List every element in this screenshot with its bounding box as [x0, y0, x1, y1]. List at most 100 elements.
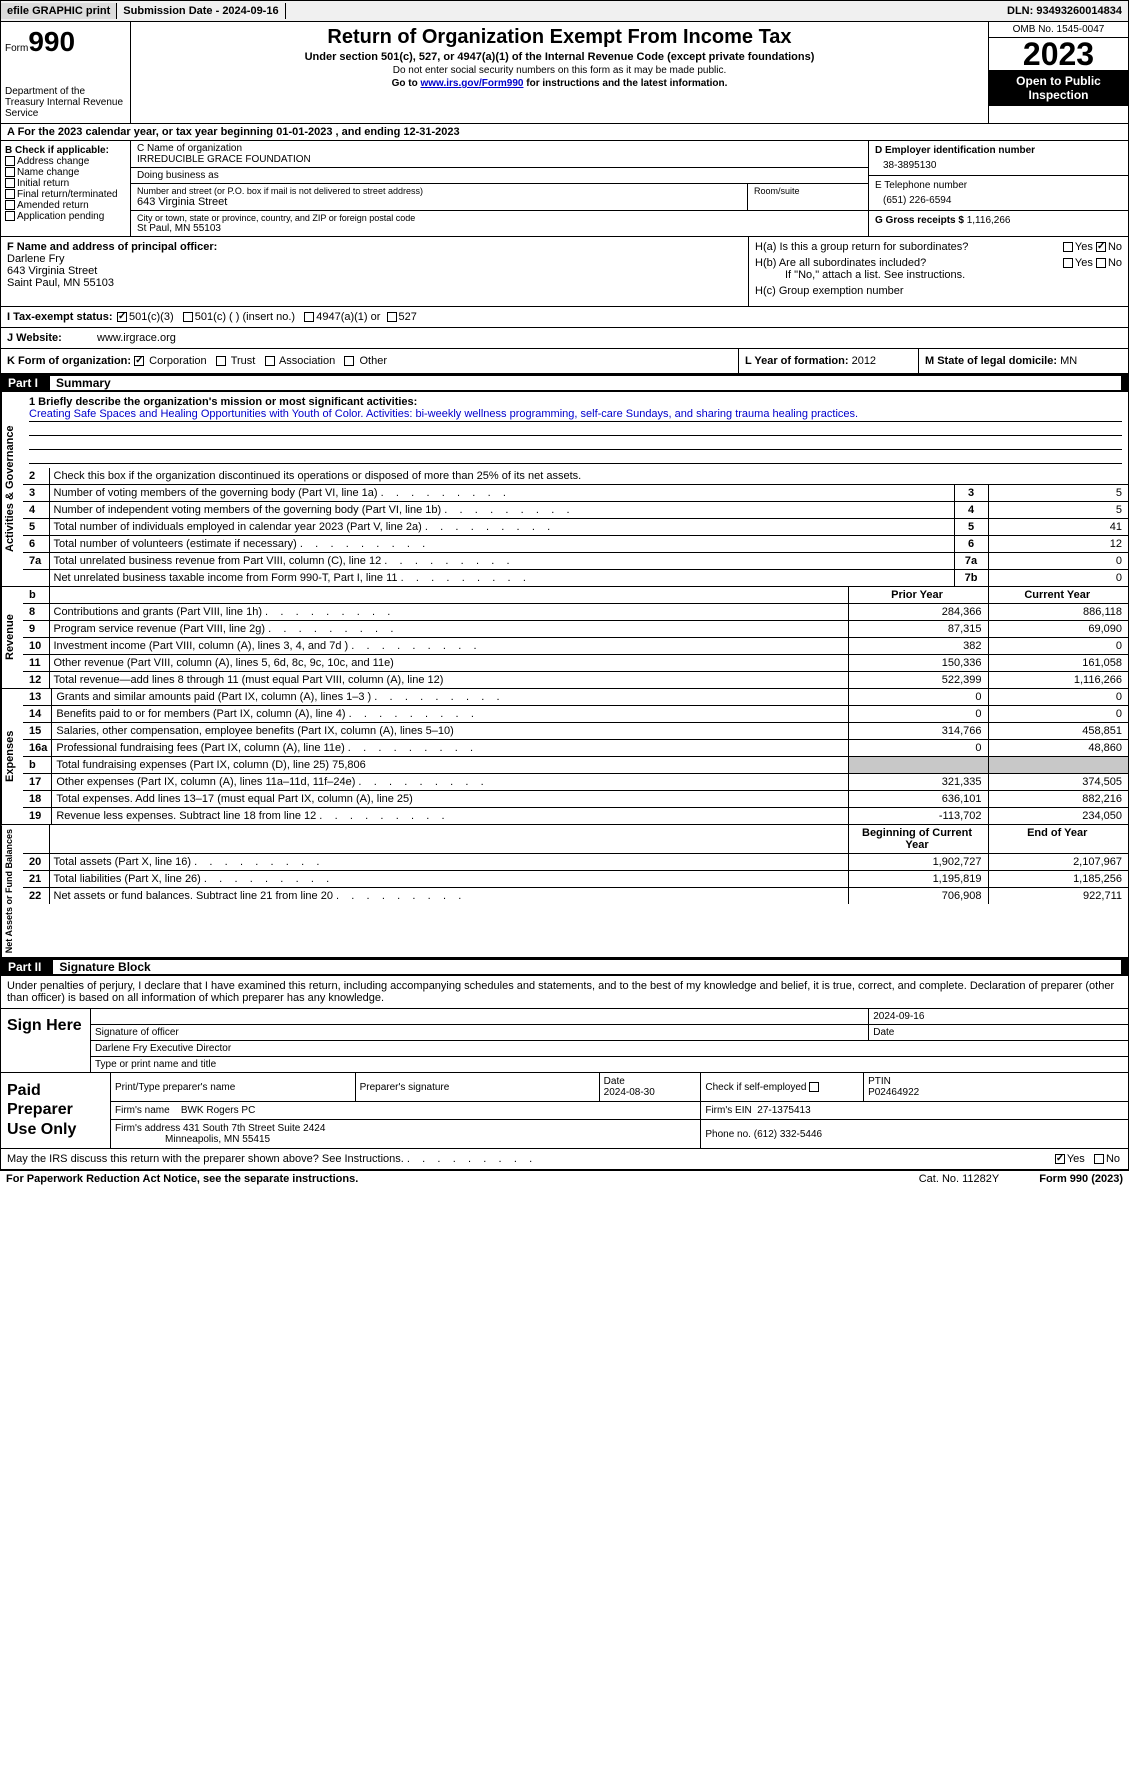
mission-text: Creating Safe Spaces and Healing Opportu…: [29, 408, 1122, 422]
chk-name-change[interactable]: [5, 167, 15, 177]
sig-officer-label: Signature of officer: [91, 1025, 869, 1041]
perjury-statement: Under penalties of perjury, I declare th…: [0, 976, 1129, 1009]
form-title: Return of Organization Exempt From Incom…: [139, 26, 980, 49]
chk-other[interactable]: [344, 356, 354, 366]
ein-label: D Employer identification number: [875, 145, 1122, 156]
dba-label: Doing business as: [137, 170, 862, 181]
gross-value: 1,116,266: [967, 215, 1011, 226]
box-b: B Check if applicable: Address change Na…: [1, 141, 131, 236]
section-expenses: Expenses 13Grants and similar amounts pa…: [1, 689, 1128, 825]
cat-no: Cat. No. 11282Y: [919, 1173, 1000, 1185]
officer-name: Darlene Fry: [7, 253, 742, 265]
top-bar: efile GRAPHIC print Submission Date - 20…: [0, 0, 1129, 22]
org-name-label: C Name of organization: [137, 143, 862, 154]
prep-date: 2024-08-30: [604, 1087, 655, 1098]
box-h: H(a) Is this a group return for subordin…: [748, 237, 1128, 306]
section-net-assets: Net Assets or Fund Balances Beginning of…: [1, 825, 1128, 957]
chk-4947[interactable]: [304, 312, 314, 322]
governance-table: 2Check this box if the organization disc…: [23, 468, 1128, 586]
info-grid: B Check if applicable: Address change Na…: [0, 141, 1129, 237]
chk-527[interactable]: [387, 312, 397, 322]
part1-body: Activities & Governance 1 Briefly descri…: [0, 392, 1129, 958]
chk-self-employed[interactable]: [809, 1082, 819, 1092]
officer-addr1: 643 Virginia Street: [7, 265, 742, 277]
dln: DLN: 93493260014834: [1001, 3, 1128, 19]
city-label: City or town, state or province, country…: [137, 213, 862, 223]
revenue-table: bPrior YearCurrent Year 8Contributions a…: [23, 587, 1128, 688]
sig-date-label: Date: [869, 1025, 1128, 1041]
firm-name: BWK Rogers PC: [181, 1105, 255, 1116]
firm-addr2: Minneapolis, MN 55415: [165, 1134, 270, 1145]
officer-addr2: Saint Paul, MN 55103: [7, 277, 742, 289]
chk-discuss-yes[interactable]: [1055, 1154, 1065, 1164]
chk-assoc[interactable]: [265, 356, 275, 366]
chk-discuss-no[interactable]: [1094, 1154, 1104, 1164]
website-row: J Website: www.irgrace.org: [0, 328, 1129, 349]
firm-addr1: 431 South 7th Street Suite 2424: [183, 1123, 325, 1134]
sig-date: 2024-09-16: [869, 1009, 1128, 1025]
irs-link[interactable]: www.irs.gov/Form990: [420, 78, 523, 89]
box-k: K Form of organization: Corporation Trus…: [1, 349, 738, 373]
mission-block: 1 Briefly describe the organization's mi…: [23, 392, 1128, 468]
part2-header: Part II Signature Block: [0, 958, 1129, 976]
box-f: F Name and address of principal officer:…: [1, 237, 748, 306]
addr-value: 643 Virginia Street: [137, 196, 741, 208]
form-header: Form990 Department of the Treasury Inter…: [0, 22, 1129, 124]
officer-name-title: Darlene Fry Executive Director: [91, 1041, 1128, 1057]
expenses-table: 13Grants and similar amounts paid (Part …: [23, 689, 1128, 824]
chk-amended-return[interactable]: [5, 200, 15, 210]
chk-application-pending[interactable]: [5, 211, 15, 221]
paperwork-notice: For Paperwork Reduction Act Notice, see …: [6, 1173, 358, 1185]
part1-header: Part I Summary: [0, 374, 1129, 392]
section-revenue: Revenue bPrior YearCurrent Year 8Contrib…: [1, 587, 1128, 689]
website-value: www.irgrace.org: [91, 328, 1128, 348]
name-title-label: Type or print name and title: [91, 1057, 1128, 1073]
room-label: Room/suite: [754, 186, 862, 196]
city-value: St Paul, MN 55103: [137, 223, 862, 234]
net-assets-table: Beginning of Current YearEnd of Year 20T…: [23, 825, 1128, 904]
form-number: Form990: [5, 26, 126, 58]
tax-status-row: I Tax-exempt status: 501(c)(3) 501(c) ( …: [0, 307, 1129, 328]
chk-initial-return[interactable]: [5, 178, 15, 188]
box-m: M State of legal domicile: MN: [918, 349, 1128, 373]
dept-label: Department of the Treasury Internal Reve…: [5, 86, 126, 119]
firm-phone: (612) 332-5446: [754, 1129, 822, 1140]
addr-label: Number and street (or P.O. box if mail i…: [137, 186, 741, 196]
chk-address-change[interactable]: [5, 156, 15, 166]
form-id: Form 990 (2023): [1039, 1173, 1123, 1185]
ptin: P02464922: [868, 1087, 919, 1098]
chk-corp[interactable]: [134, 356, 144, 366]
chk-501c[interactable]: [183, 312, 193, 322]
chk-ha-yes[interactable]: [1063, 242, 1073, 252]
paid-preparer-block: Paid Preparer Use Only Print/Type prepar…: [0, 1073, 1129, 1149]
ein-value: 38-3895130: [875, 156, 1122, 171]
klm-row: K Form of organization: Corporation Trus…: [0, 349, 1129, 374]
efile-label: efile GRAPHIC print: [1, 3, 117, 19]
chk-trust[interactable]: [216, 356, 226, 366]
box-l: L Year of formation: 2012: [738, 349, 918, 373]
firm-ein: 27-1375413: [757, 1105, 810, 1116]
chk-ha-no[interactable]: [1096, 242, 1106, 252]
tax-period: A For the 2023 calendar year, or tax yea…: [0, 124, 1129, 141]
chk-501c3[interactable]: [117, 312, 127, 322]
box-d: D Employer identification number 38-3895…: [868, 141, 1128, 236]
tel-value: (651) 226-6594: [875, 191, 1122, 206]
sign-here-block: Sign Here 2024-09-16 Signature of office…: [0, 1009, 1129, 1073]
submission-date: Submission Date - 2024-09-16: [117, 3, 285, 19]
ssn-note: Do not enter social security numbers on …: [139, 65, 980, 76]
officer-h-row: F Name and address of principal officer:…: [0, 237, 1129, 307]
form-subtitle: Under section 501(c), 527, or 4947(a)(1)…: [139, 51, 980, 63]
instructions-note: Go to www.irs.gov/Form990 for instructio…: [139, 78, 980, 89]
chk-hb-yes[interactable]: [1063, 258, 1073, 268]
discuss-row: May the IRS discuss this return with the…: [0, 1149, 1129, 1170]
org-name: IRREDUCIBLE GRACE FOUNDATION: [137, 154, 862, 165]
public-inspection: Open to Public Inspection: [989, 70, 1128, 106]
box-c: C Name of organization IRREDUCIBLE GRACE…: [131, 141, 868, 236]
page-footer: For Paperwork Reduction Act Notice, see …: [0, 1170, 1129, 1187]
tel-label: E Telephone number: [875, 180, 1122, 191]
chk-final-return[interactable]: [5, 189, 15, 199]
tax-year: 2023: [989, 38, 1128, 70]
chk-hb-no[interactable]: [1096, 258, 1106, 268]
gross-label: G Gross receipts $: [875, 215, 964, 226]
section-governance: Activities & Governance 1 Briefly descri…: [1, 392, 1128, 587]
